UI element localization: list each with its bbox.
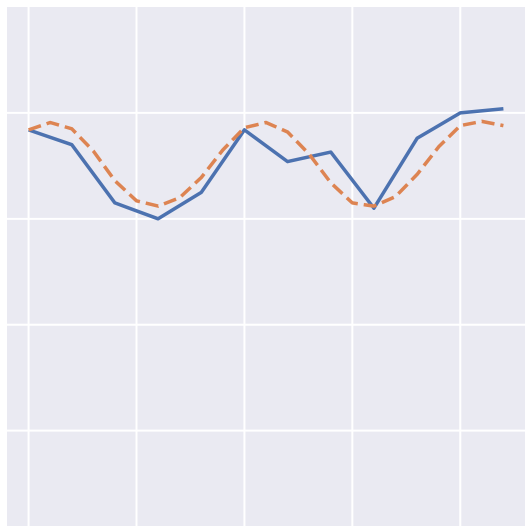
series-group	[28, 106, 504, 221]
dashed-series-line	[28, 119, 504, 208]
plot-background	[7, 7, 525, 526]
solid-series-line	[28, 106, 504, 221]
gridlines	[7, 7, 525, 526]
